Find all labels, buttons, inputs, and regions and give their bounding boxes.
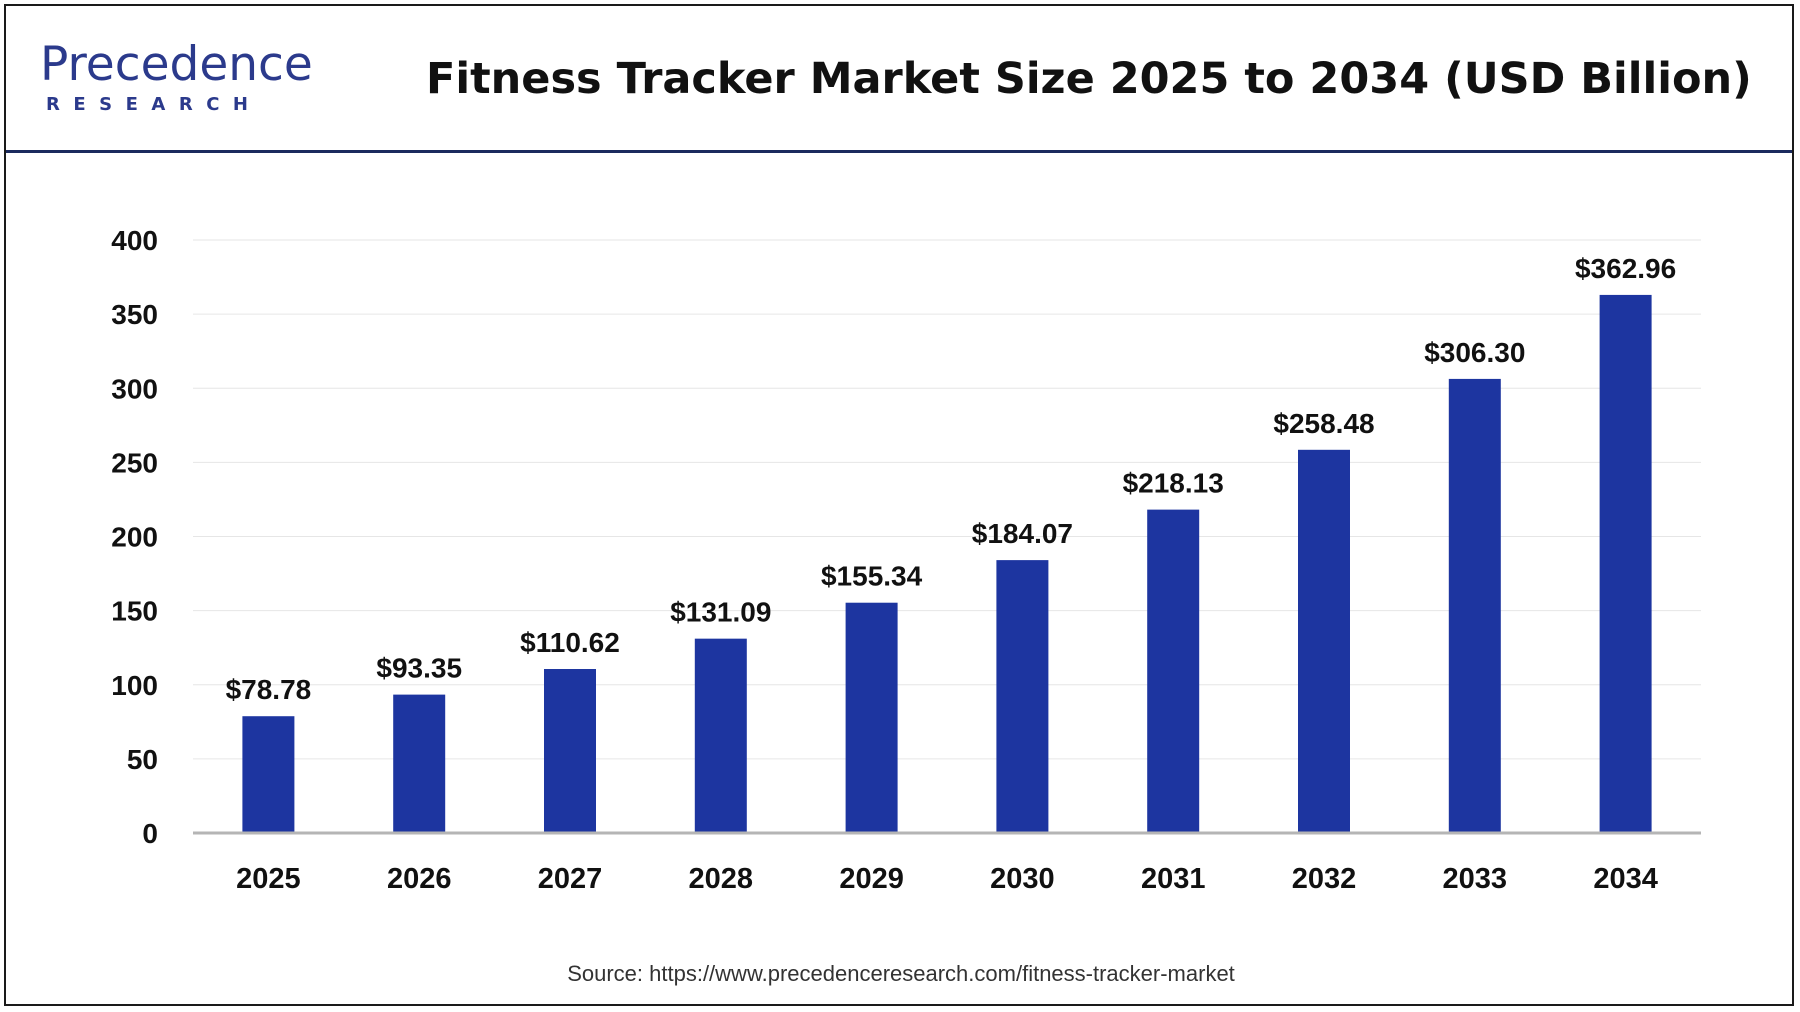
x-tick-label: 2029 <box>839 863 904 895</box>
bar-2029 <box>845 602 898 833</box>
data-label: $78.78 <box>226 674 312 705</box>
y-tick-label: 100 <box>111 670 158 701</box>
x-tick-label: 2026 <box>387 863 452 895</box>
x-tick-label: 2027 <box>538 863 603 895</box>
data-label: $184.07 <box>972 518 1073 549</box>
data-label: $155.34 <box>821 561 923 592</box>
logo-wordmark: Precedence <box>40 37 313 92</box>
brand-logo: Precedence RESEARCH <box>40 37 313 120</box>
y-tick-label: 200 <box>111 522 158 553</box>
header: Precedence RESEARCH Fitness Tracker Mark… <box>6 6 1792 153</box>
x-tick-label: 2030 <box>990 863 1055 895</box>
bar-2030 <box>996 560 1049 833</box>
y-tick-label: 350 <box>111 299 158 330</box>
y-tick-label: 150 <box>111 596 158 627</box>
x-tick-label: 2033 <box>1443 863 1508 895</box>
bar-2025 <box>242 716 295 833</box>
y-tick-label: 0 <box>142 818 158 849</box>
chart-title: Fitness Tracker Market Size 2025 to 2034… <box>426 54 1752 104</box>
y-tick-label: 400 <box>111 225 158 256</box>
bar-2026 <box>393 694 446 833</box>
source-note: Source: https://www.precedenceresearch.c… <box>567 961 1235 986</box>
data-label: $131.09 <box>670 597 771 628</box>
x-tick-label: 2034 <box>1593 863 1658 895</box>
bar-2034 <box>1599 294 1652 833</box>
x-tick-label: 2032 <box>1292 863 1357 895</box>
data-label: $93.35 <box>376 653 462 684</box>
bar-chart: 0 50 100 150 200 250 300 350 400 $78.78 2025 $93.35… <box>111 225 1701 895</box>
x-tick-label: 2025 <box>236 863 301 895</box>
y-tick-label: 250 <box>111 447 158 478</box>
bar-2032 <box>1298 449 1350 833</box>
logo-subtitle: RESEARCH <box>46 94 262 115</box>
data-label: $306.30 <box>1424 337 1525 368</box>
bar-2027 <box>544 669 596 833</box>
data-label: $218.13 <box>1123 468 1224 499</box>
data-label: $362.96 <box>1575 253 1676 284</box>
bar-2031 <box>1147 509 1200 833</box>
data-label: $110.62 <box>520 627 620 658</box>
y-tick-label: 50 <box>127 744 158 775</box>
x-tick-label: 2028 <box>689 863 754 895</box>
y-tick-label: 300 <box>111 373 158 404</box>
x-tick-label: 2031 <box>1141 863 1206 895</box>
chart-frame: Precedence RESEARCH Fitness Tracker Mark… <box>4 4 1794 1006</box>
bar-2028 <box>694 638 747 833</box>
data-label: $258.48 <box>1273 408 1374 439</box>
bar-2033 <box>1448 378 1501 833</box>
